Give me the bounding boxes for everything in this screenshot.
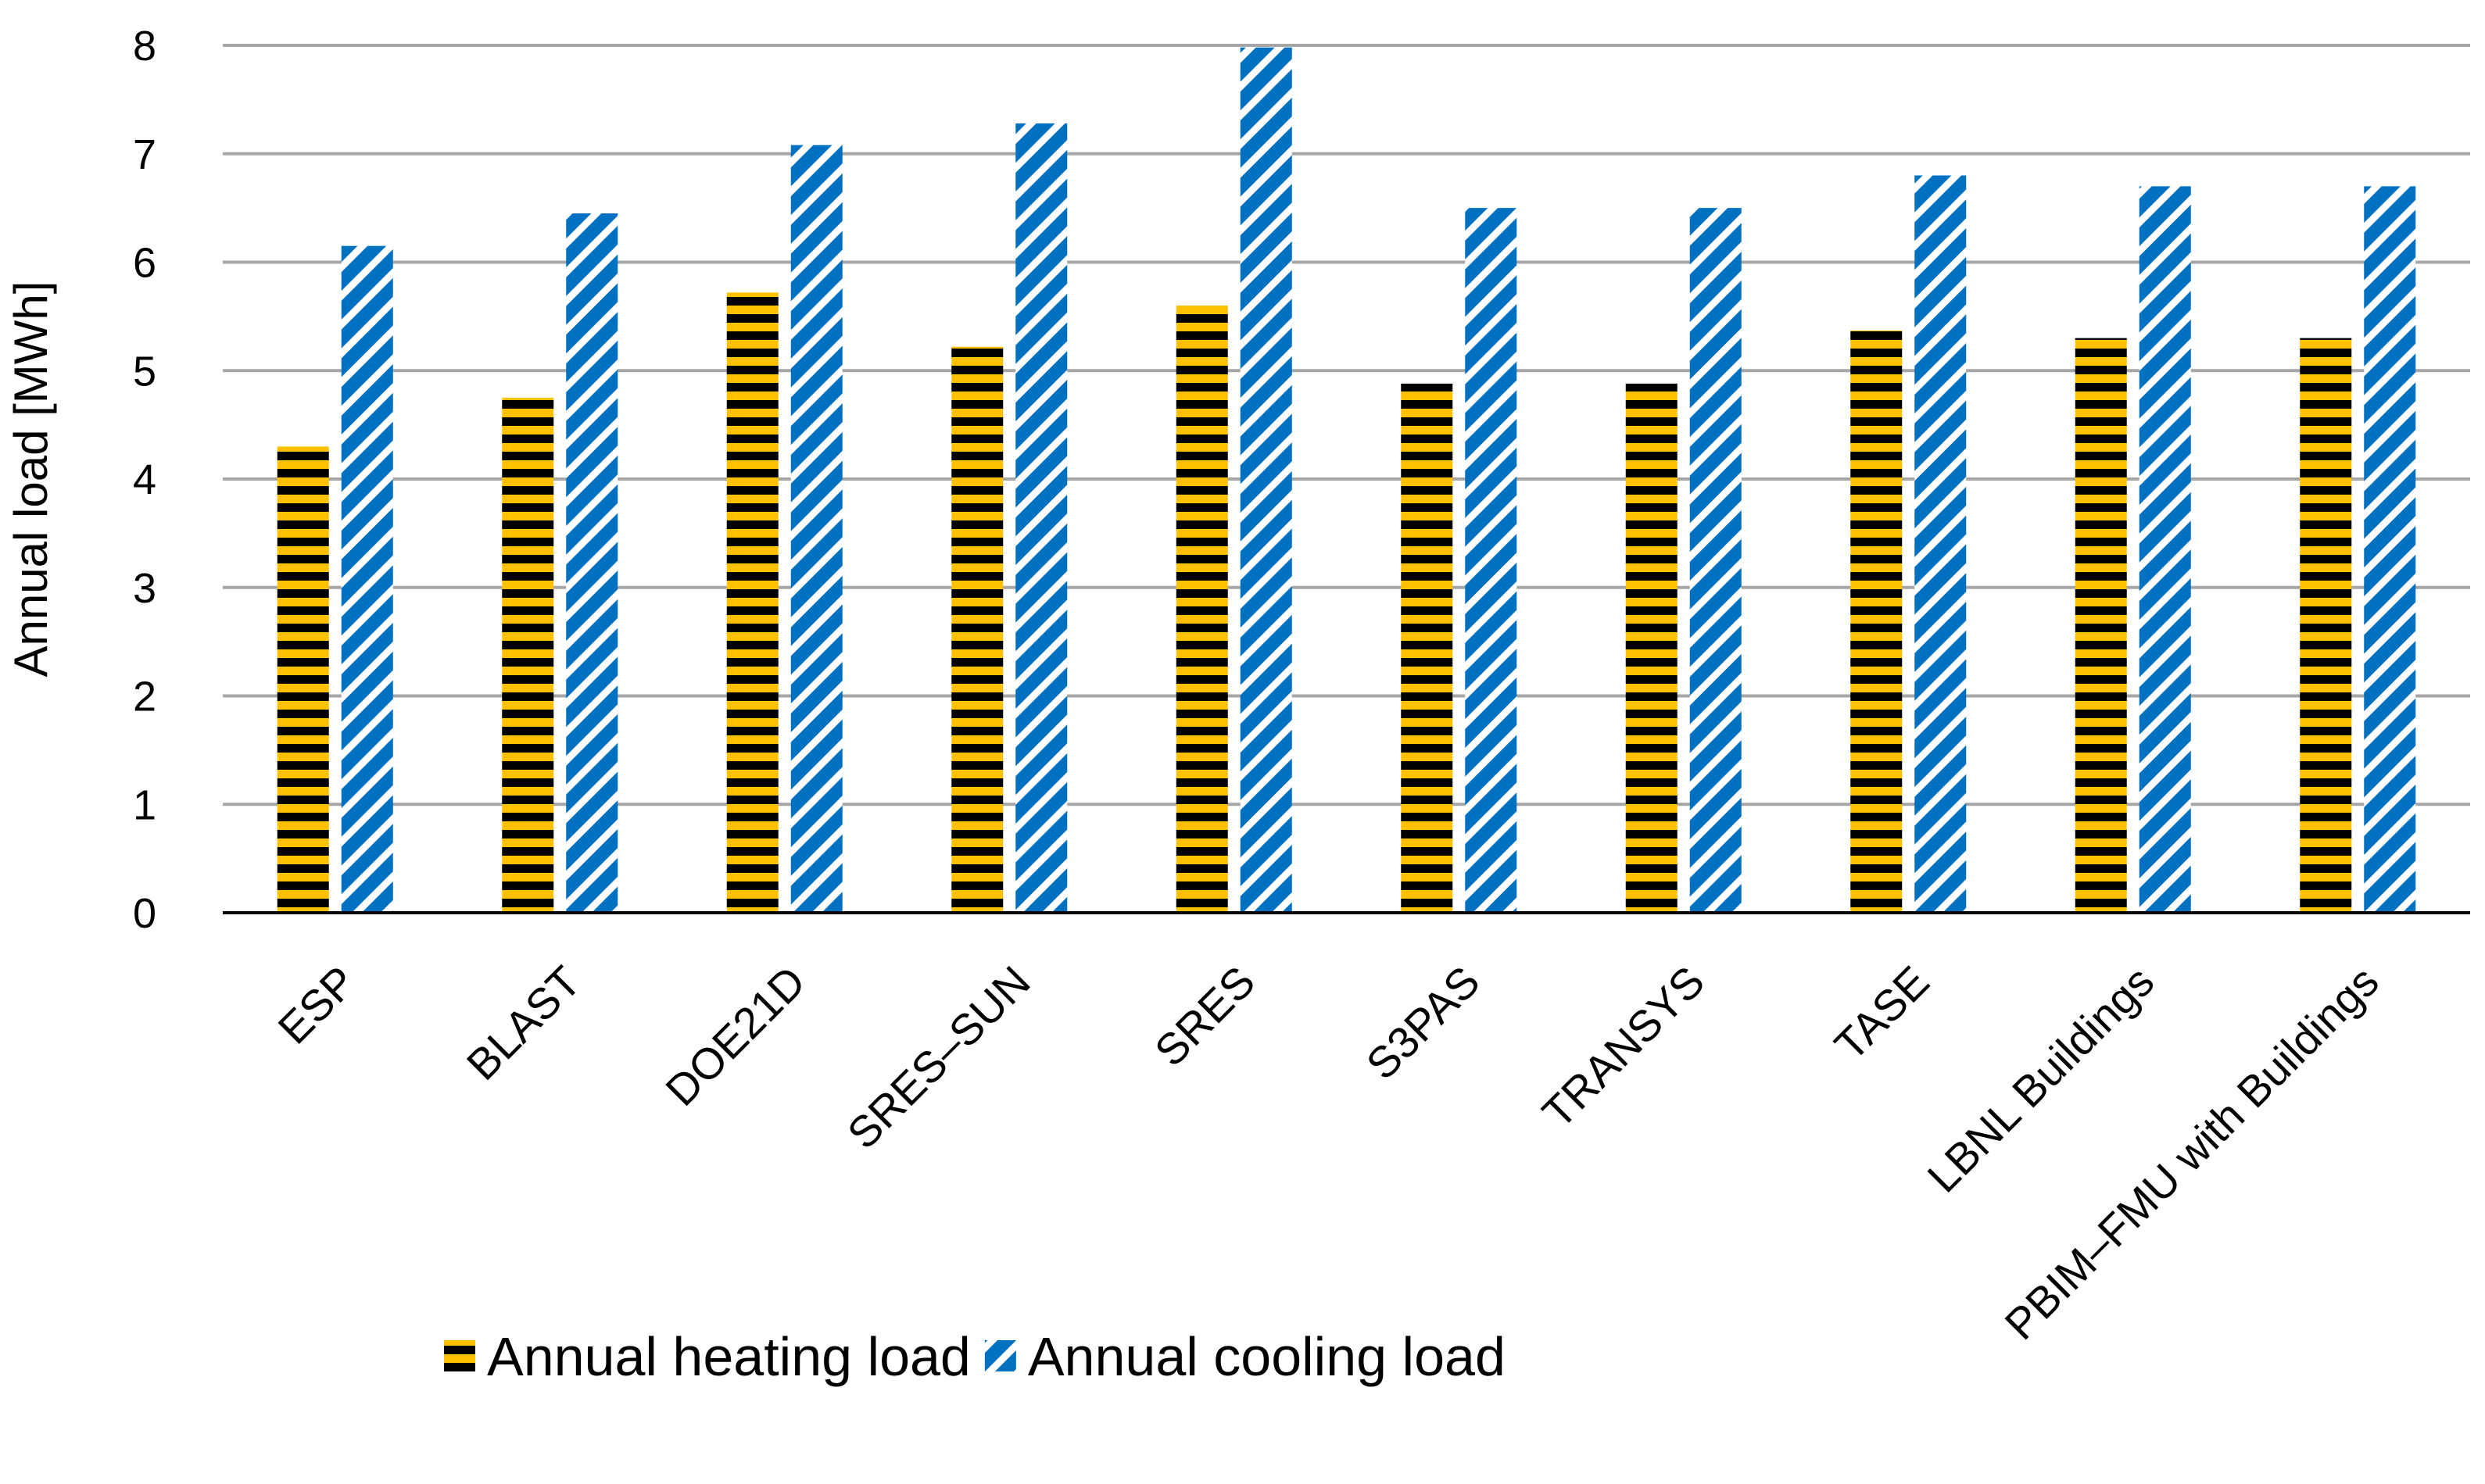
y-tick-label: 3 [133, 565, 156, 612]
legend-label-heating: Annual heating load [487, 1326, 971, 1387]
x-tick-label: BLAST [457, 957, 590, 1089]
x-tick-label: SRES [1145, 957, 1264, 1075]
heating-bar [277, 446, 329, 913]
x-tick-label: TASE [1825, 957, 1939, 1070]
y-axis-ticks: 0 1 2 3 4 5 6 7 8 [133, 23, 156, 937]
heating-bar [2300, 338, 2352, 913]
bars [277, 47, 2416, 914]
y-tick-label: 7 [133, 131, 156, 178]
heating-bar [1401, 383, 1453, 913]
heating-bar [1176, 306, 1228, 913]
cooling-bar [1689, 208, 1742, 913]
cooling-bar [566, 213, 618, 913]
cooling-bar [1465, 208, 1517, 913]
x-tick-label: PBIM–FMU with Buildings [1995, 957, 2387, 1349]
heating-bar [726, 292, 779, 914]
heating-bar [951, 346, 1004, 914]
x-tick-label: ESP [268, 957, 365, 1053]
y-tick-label: 4 [133, 456, 156, 503]
x-tick-label: LBNL Buildings [1917, 957, 2163, 1202]
y-tick-label: 2 [133, 674, 156, 721]
cooling-bar [1914, 175, 1967, 913]
legend-label-cooling: Annual cooling load [1028, 1326, 1506, 1387]
x-tick-label: DOE21D [656, 957, 815, 1115]
legend: Annual heating load Annual cooling load [444, 1326, 1506, 1387]
heating-bar [1625, 383, 1678, 913]
cooling-bar [2364, 186, 2416, 913]
y-tick-label: 8 [133, 23, 156, 70]
cooling-bar [790, 145, 843, 913]
y-tick-label: 5 [133, 348, 156, 395]
legend-swatch-cooling [984, 1340, 1016, 1371]
heating-bar [502, 397, 554, 913]
cooling-bar [1240, 47, 1292, 913]
heating-bar [2075, 338, 2127, 913]
heating-bar [1850, 330, 1903, 914]
y-tick-label: 0 [133, 890, 156, 937]
x-axis-ticks: ESP BLAST DOE21D SRES–SUN SRES S3PAS TRANSYS TA… [268, 957, 2387, 1349]
cooling-bar [341, 245, 393, 913]
cooling-bar [1015, 123, 1068, 913]
x-tick-label: SRES–SUN [838, 957, 1040, 1158]
legend-swatch-heating [444, 1340, 475, 1371]
x-tick-label: S3PAS [1356, 957, 1488, 1089]
y-axis-label: Annual load [MWh] [5, 281, 57, 678]
gridlines [223, 44, 2470, 806]
x-tick-label: TRANSYS [1533, 957, 1714, 1138]
y-tick-label: 1 [133, 781, 156, 828]
cooling-bar [2139, 186, 2191, 913]
y-tick-label: 6 [133, 240, 156, 287]
